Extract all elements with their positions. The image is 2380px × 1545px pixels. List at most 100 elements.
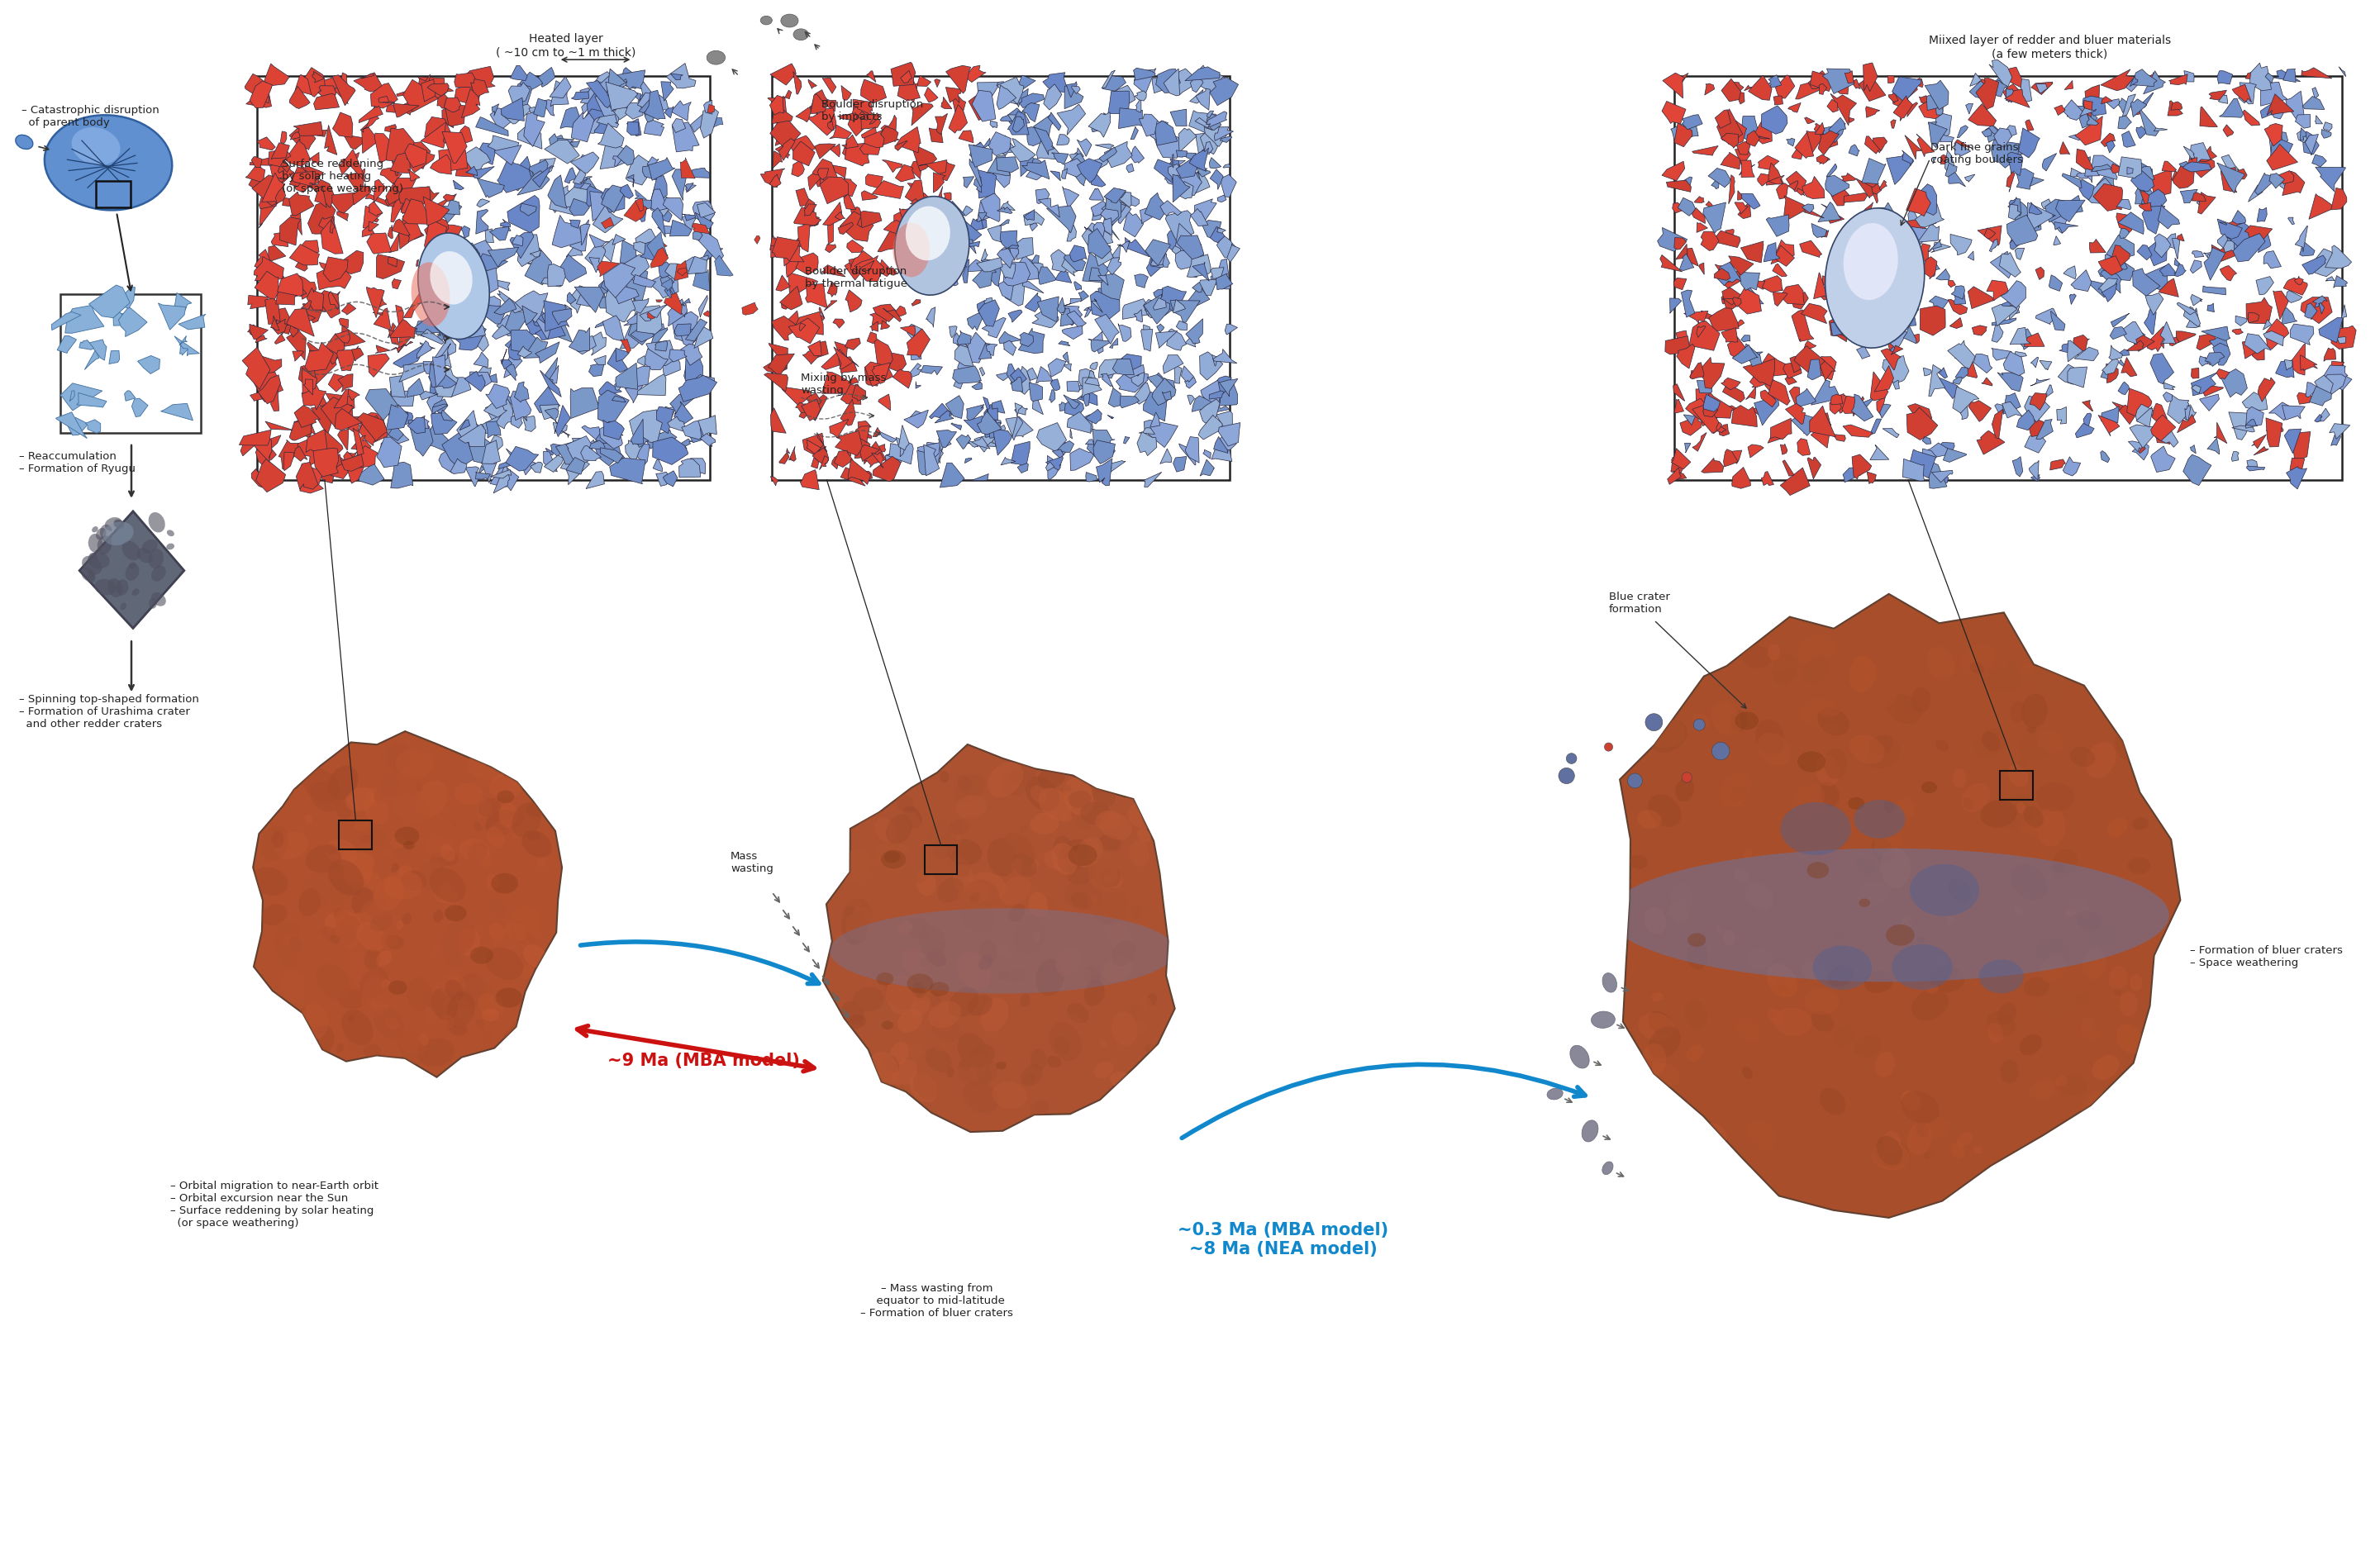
- Ellipse shape: [302, 1004, 328, 1040]
- Polygon shape: [2116, 97, 2130, 113]
- Ellipse shape: [1804, 657, 1828, 684]
- Polygon shape: [1671, 462, 1685, 473]
- Polygon shape: [2301, 297, 2332, 323]
- Ellipse shape: [1637, 810, 1661, 828]
- Polygon shape: [781, 301, 790, 309]
- Polygon shape: [1119, 188, 1140, 207]
- Polygon shape: [1899, 301, 1918, 318]
- Polygon shape: [1842, 286, 1861, 300]
- Polygon shape: [1978, 226, 2002, 247]
- Polygon shape: [2218, 219, 2242, 239]
- Polygon shape: [2197, 196, 2209, 209]
- Polygon shape: [424, 246, 436, 260]
- Ellipse shape: [1090, 857, 1121, 887]
- Ellipse shape: [374, 987, 395, 1004]
- Polygon shape: [828, 218, 833, 244]
- Polygon shape: [1985, 227, 1994, 239]
- Ellipse shape: [1592, 1012, 1616, 1027]
- Polygon shape: [976, 300, 992, 317]
- Polygon shape: [2240, 82, 2256, 104]
- Polygon shape: [1992, 348, 2011, 360]
- Polygon shape: [1923, 256, 1937, 280]
- Ellipse shape: [1054, 836, 1071, 859]
- Polygon shape: [1906, 188, 1930, 216]
- Polygon shape: [1697, 326, 1706, 337]
- Polygon shape: [1916, 204, 1944, 227]
- Polygon shape: [2028, 202, 2056, 229]
- Polygon shape: [433, 329, 457, 341]
- Polygon shape: [2049, 275, 2063, 290]
- Polygon shape: [1102, 76, 1126, 91]
- Polygon shape: [1818, 413, 1830, 426]
- Polygon shape: [881, 114, 897, 142]
- Polygon shape: [428, 193, 457, 209]
- Polygon shape: [2311, 88, 2318, 99]
- Polygon shape: [2082, 100, 2092, 121]
- Polygon shape: [452, 252, 462, 263]
- Polygon shape: [864, 442, 885, 468]
- Ellipse shape: [1026, 777, 1059, 811]
- Polygon shape: [1759, 156, 1778, 170]
- Polygon shape: [845, 193, 857, 210]
- Polygon shape: [2030, 379, 2049, 386]
- Polygon shape: [521, 309, 545, 335]
- Polygon shape: [1828, 181, 1849, 205]
- Polygon shape: [478, 440, 488, 459]
- Polygon shape: [1680, 416, 1702, 436]
- Polygon shape: [1690, 321, 1721, 351]
- Polygon shape: [666, 63, 695, 88]
- Polygon shape: [1185, 66, 1221, 80]
- Ellipse shape: [262, 904, 288, 925]
- Polygon shape: [476, 473, 490, 479]
- Ellipse shape: [17, 134, 33, 150]
- Ellipse shape: [1687, 1044, 1704, 1061]
- Ellipse shape: [1852, 1137, 1871, 1154]
- Polygon shape: [945, 396, 964, 419]
- Polygon shape: [112, 303, 129, 326]
- Polygon shape: [1069, 93, 1081, 102]
- Polygon shape: [1004, 261, 1031, 286]
- Polygon shape: [1104, 222, 1119, 239]
- Polygon shape: [823, 77, 835, 94]
- Polygon shape: [969, 93, 990, 121]
- Polygon shape: [1747, 130, 1759, 147]
- Polygon shape: [681, 345, 702, 366]
- Polygon shape: [1045, 456, 1064, 470]
- Ellipse shape: [321, 925, 336, 939]
- Polygon shape: [1097, 275, 1109, 286]
- Polygon shape: [1861, 246, 1868, 260]
- Ellipse shape: [1823, 748, 1847, 779]
- Polygon shape: [1200, 280, 1219, 295]
- Polygon shape: [1661, 102, 1685, 124]
- Polygon shape: [2016, 352, 2028, 358]
- Ellipse shape: [1081, 802, 1111, 825]
- Polygon shape: [1835, 73, 1849, 94]
- Polygon shape: [795, 207, 821, 226]
- Polygon shape: [1116, 396, 1140, 408]
- Ellipse shape: [333, 908, 343, 916]
- Polygon shape: [540, 278, 562, 287]
- Polygon shape: [2030, 474, 2040, 480]
- Ellipse shape: [1130, 904, 1142, 919]
- Polygon shape: [528, 159, 547, 179]
- Polygon shape: [1023, 258, 1042, 273]
- Polygon shape: [821, 349, 847, 369]
- Polygon shape: [1944, 150, 1954, 173]
- Polygon shape: [1083, 252, 1111, 283]
- Polygon shape: [921, 442, 942, 465]
- Ellipse shape: [1911, 989, 1949, 1021]
- Polygon shape: [664, 287, 674, 298]
- Polygon shape: [878, 260, 892, 277]
- Ellipse shape: [897, 921, 914, 935]
- Polygon shape: [1973, 354, 1992, 372]
- Ellipse shape: [443, 995, 474, 1027]
- Polygon shape: [2332, 275, 2347, 287]
- Polygon shape: [328, 374, 347, 392]
- Ellipse shape: [843, 910, 869, 944]
- Ellipse shape: [897, 1009, 923, 1032]
- Polygon shape: [2068, 134, 2080, 141]
- Polygon shape: [590, 192, 614, 221]
- Ellipse shape: [1973, 737, 1999, 759]
- Polygon shape: [1200, 130, 1221, 154]
- Polygon shape: [1754, 396, 1778, 425]
